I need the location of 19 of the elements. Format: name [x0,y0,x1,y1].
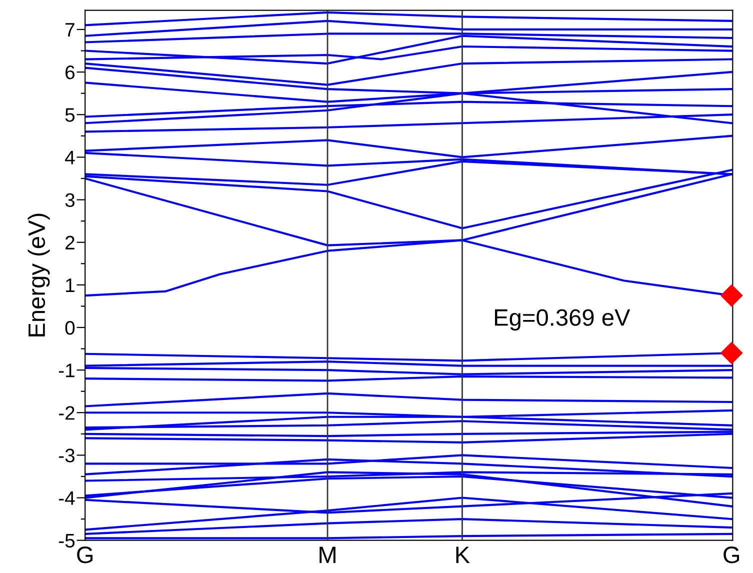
y-tick-label: -3 [58,448,75,462]
y-tick-label: 0 [65,320,75,335]
x-tick-label: K [456,546,470,564]
y-tick-label: 4 [65,150,75,164]
y-tick-label: 2 [66,236,74,250]
y-tick-label: -5 [58,534,75,548]
y-tick-label: 7 [66,23,74,37]
y-tick-label: -1 [58,364,74,378]
y-tick-label: -2 [58,406,74,420]
y-tick-label: 1 [66,278,74,292]
x-tick-label: G [77,546,93,564]
y-tick-label: 5 [65,108,75,122]
annotation: Eg=0.369 eV [495,309,630,331]
y-tick-label: -4 [58,491,75,505]
y-tick-label: 3 [65,193,75,207]
y-tick-label: 6 [66,66,75,80]
y-axis-title: Energy (eV) [28,214,50,336]
x-tick-label: M [320,546,336,564]
x-tick-label: G [724,546,740,564]
